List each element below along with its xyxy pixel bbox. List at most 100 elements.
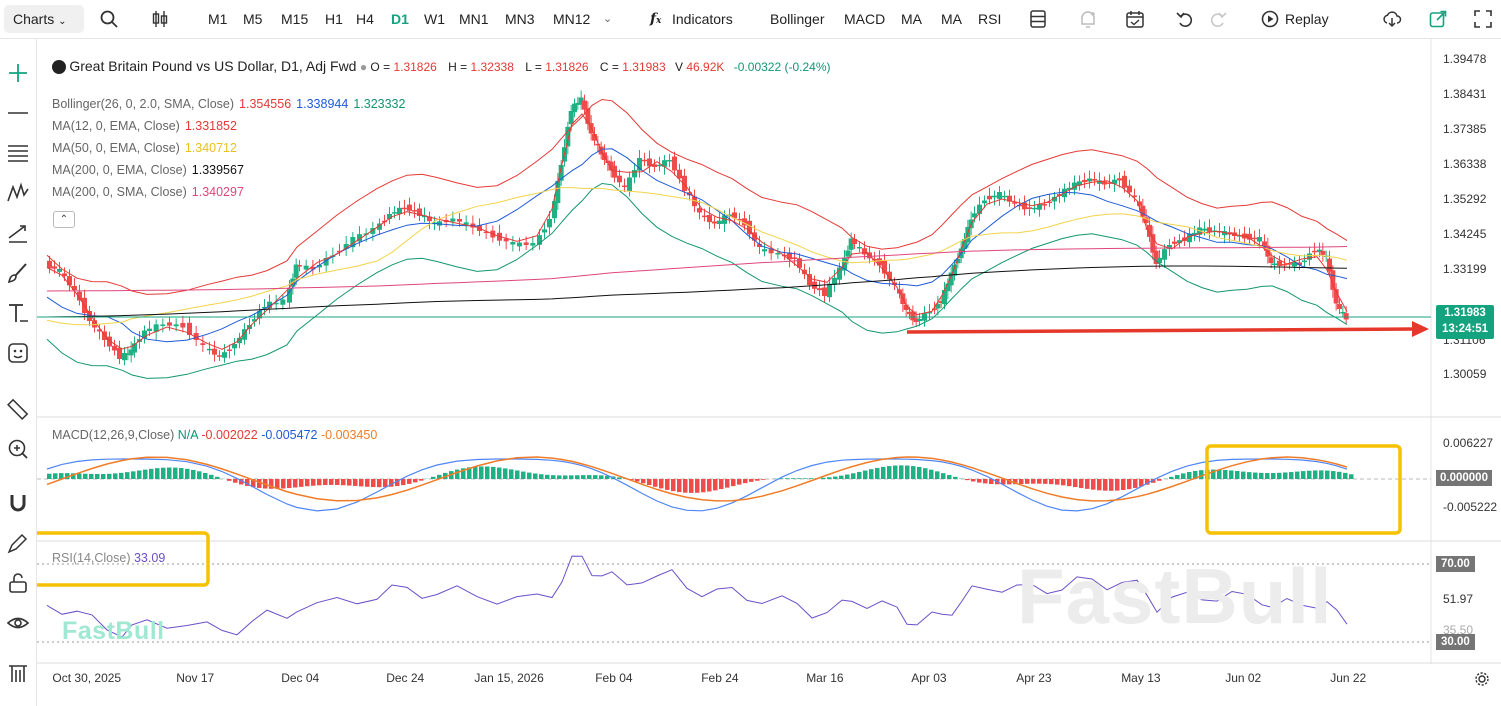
timeframes-chevron-icon[interactable]: ⌄: [603, 13, 613, 25]
layout-icon[interactable]: [1028, 9, 1048, 29]
macd-histogram-bar: [1013, 479, 1018, 485]
search-icon[interactable]: [99, 9, 119, 29]
macd-histogram-bar: [1127, 479, 1132, 490]
macd-histogram-bar: [1139, 479, 1144, 487]
indicator-shortcut-0[interactable]: Bollinger: [770, 11, 825, 27]
brush-icon[interactable]: [6, 261, 30, 285]
macd-histogram-bar: [377, 479, 382, 488]
candle-body: [558, 165, 564, 181]
zoom-in-icon[interactable]: [6, 437, 30, 461]
candle-body: [1327, 258, 1332, 272]
cloud-download-icon[interactable]: [1382, 9, 1402, 29]
timeframe-m1[interactable]: M1: [208, 11, 228, 27]
macd-histogram-bar: [71, 473, 76, 479]
macd-histogram-bar: [539, 474, 544, 479]
delete-icon[interactable]: [6, 661, 30, 685]
macd-histogram-bar: [203, 472, 208, 479]
macd-histogram-bar: [509, 469, 514, 479]
candle-body: [552, 201, 557, 219]
timeframe-h1[interactable]: H1: [325, 11, 343, 27]
macd-histogram-bar: [1301, 471, 1306, 479]
emoji-icon[interactable]: [6, 341, 30, 365]
timeframe-mn3[interactable]: MN3: [505, 11, 535, 27]
chart-area[interactable]: Great Britain Pound vs US Dollar, D1, Ad…: [37, 39, 1501, 706]
fullscreen-icon[interactable]: [1473, 9, 1493, 29]
pattern-icon[interactable]: [6, 181, 30, 205]
trend-tool-icon[interactable]: [6, 221, 30, 245]
indicator-legend-row[interactable]: MA(12, 0, EMA, Close) 1.331852: [52, 119, 237, 133]
candle-body: [977, 204, 982, 214]
calendar-icon[interactable]: [1125, 9, 1145, 29]
rsi-axis-label: 30.00: [1436, 634, 1475, 650]
chart-settings-gear-icon[interactable]: [1474, 671, 1490, 687]
indicator-shortcut-3[interactable]: MA: [941, 11, 962, 27]
timeframe-mn12[interactable]: MN12: [553, 11, 591, 27]
indicator-legend-row[interactable]: Bollinger(26, 0, 2.0, SMA, Close) 1.35455…: [52, 97, 405, 111]
undo-icon[interactable]: [1175, 9, 1195, 29]
charts-menu-button[interactable]: Charts ⌄: [4, 5, 84, 33]
magnet-icon[interactable]: [6, 491, 30, 515]
timeframe-m5[interactable]: M5: [243, 11, 263, 27]
indicator-legend-row[interactable]: MA(50, 0, EMA, Close) 1.340712: [52, 141, 237, 155]
collapse-legend-button[interactable]: ⌃: [53, 211, 75, 228]
macd-histogram-bar: [1313, 470, 1318, 479]
replay-button[interactable]: Replay: [1285, 11, 1329, 27]
indicator-shortcut-1[interactable]: MACD: [844, 11, 886, 27]
timeframe-d1[interactable]: D1: [391, 11, 409, 27]
macd-histogram-bar: [647, 479, 652, 486]
macd-histogram-bar: [575, 475, 580, 479]
macd-histogram-bar: [101, 473, 106, 479]
timeframe-m15[interactable]: M15: [281, 11, 309, 27]
ma200-sma-line: [46, 246, 1348, 292]
candle-body: [422, 215, 427, 218]
replay-icon[interactable]: [1260, 9, 1280, 29]
timeframe-h4[interactable]: H4: [356, 11, 374, 27]
candle-body: [252, 319, 257, 322]
bollinger-upper-line: [46, 98, 1348, 295]
candle-body: [1287, 263, 1292, 265]
candle-body: [217, 355, 222, 357]
indicators-fx-icon[interactable]: fx: [650, 11, 662, 27]
alert-add-icon[interactable]: [1078, 9, 1098, 29]
candle-body: [972, 213, 977, 218]
highlight-box-rsi: [37, 531, 210, 587]
macd-histogram-bar: [455, 469, 460, 479]
macd-histogram-bar: [677, 479, 682, 493]
candle-body: [317, 265, 322, 268]
indicator-shortcut-2[interactable]: MA: [901, 11, 922, 27]
horizontal-line-icon[interactable]: [6, 101, 30, 125]
chart-canvas[interactable]: [37, 39, 1501, 706]
candle-body: [997, 192, 1002, 199]
candle-body: [107, 336, 112, 347]
ruler-icon[interactable]: [6, 397, 30, 421]
indicator-shortcut-4[interactable]: RSI: [978, 11, 1002, 27]
macd-histogram-bar: [161, 467, 166, 479]
indicator-legend-row[interactable]: MA(200, 0, SMA, Close) 1.340297: [52, 185, 244, 199]
macd-histogram-bar: [1319, 470, 1324, 479]
macd-histogram-bar: [47, 473, 52, 479]
symbol-legend: Great Britain Pound vs US Dollar, D1, Ad…: [52, 58, 831, 74]
macd-histogram-bar: [239, 479, 244, 485]
redo-icon[interactable]: [1208, 9, 1228, 29]
candle-body: [1262, 241, 1267, 246]
eye-icon[interactable]: [6, 611, 30, 635]
fib-lines-icon[interactable]: [6, 141, 30, 165]
text-tool-icon[interactable]: [6, 301, 30, 325]
timeframe-mn1[interactable]: MN1: [459, 11, 489, 27]
market-status-dot: ●: [359, 60, 368, 74]
macd-histogram-bar: [545, 474, 550, 479]
share-icon[interactable]: [1428, 9, 1448, 29]
candlestick-type-icon[interactable]: [150, 9, 170, 29]
candle-body: [1097, 180, 1102, 184]
candle-body: [578, 97, 584, 105]
macd-histogram-bar: [797, 478, 802, 479]
indicators-button[interactable]: Indicators: [672, 11, 733, 27]
lock-pen-icon[interactable]: [6, 531, 30, 555]
candle-body: [1107, 182, 1112, 184]
macd-histogram-bar: [989, 479, 994, 484]
timeframe-w1[interactable]: W1: [424, 11, 445, 27]
lock-icon[interactable]: [6, 571, 30, 595]
indicator-legend-row[interactable]: MA(200, 0, EMA, Close) 1.339567: [52, 163, 244, 177]
crosshair-icon[interactable]: [6, 61, 30, 85]
candle-body: [592, 134, 597, 141]
